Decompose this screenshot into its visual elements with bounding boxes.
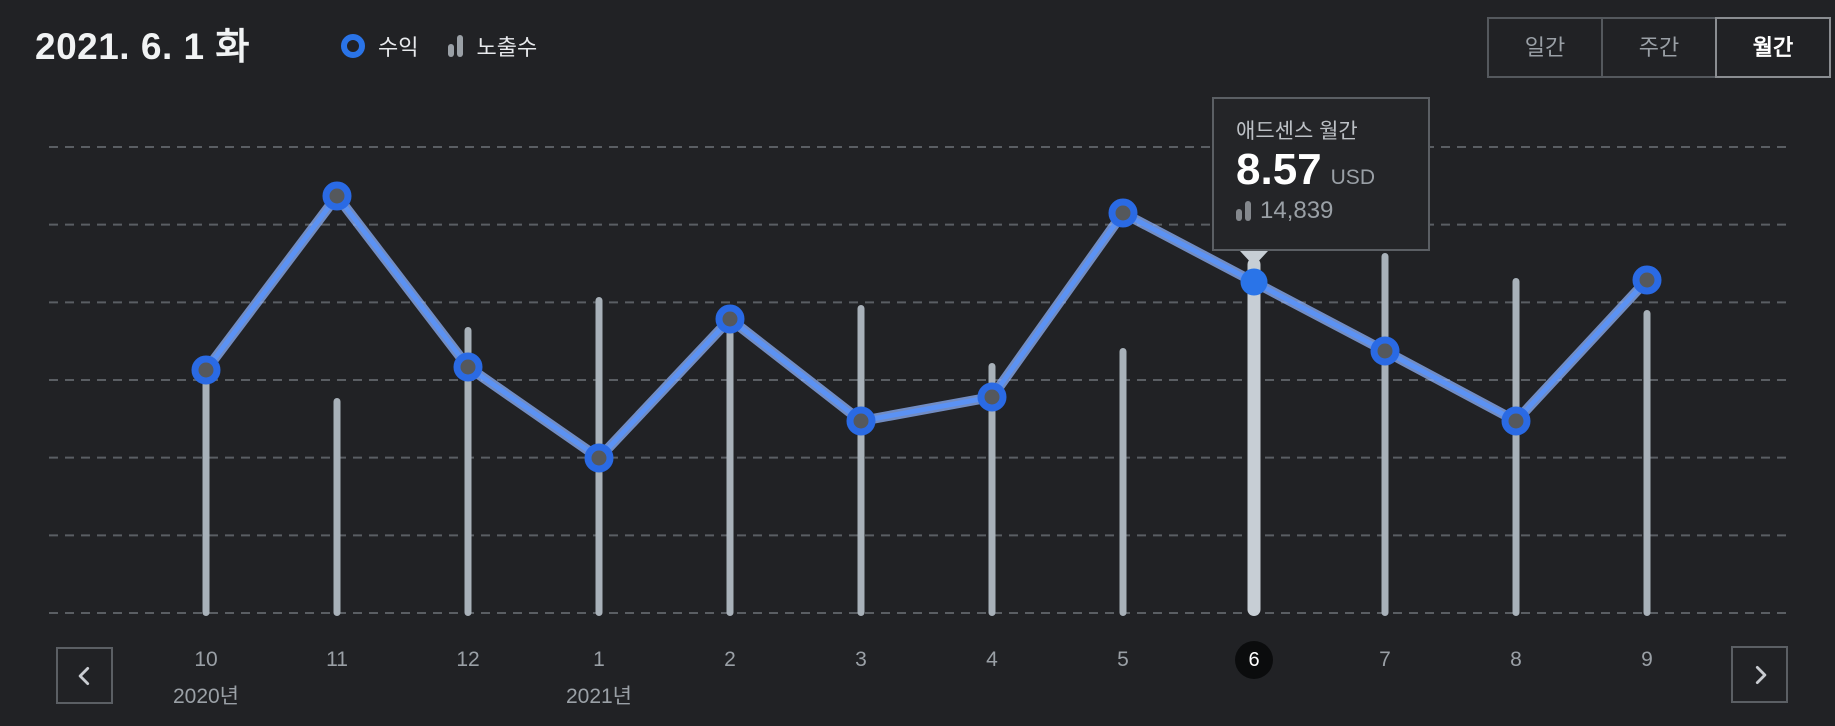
selected-month-badge[interactable]: 6	[1235, 641, 1273, 679]
x-label[interactable]: 1	[593, 648, 605, 671]
impressions-bars-icon	[1236, 200, 1251, 221]
tooltip-value-row: 8.57 USD	[1236, 146, 1428, 194]
chevron-left-icon	[78, 666, 89, 685]
impressions-bar-selected[interactable]	[1247, 258, 1261, 616]
tooltip-title: 애드센스 월간	[1236, 120, 1358, 143]
revenue-point-selected[interactable]	[1240, 268, 1268, 296]
revenue-point[interactable]	[453, 352, 483, 382]
revenue-line-halo	[201, 191, 1652, 463]
revenue-point[interactable]	[584, 443, 614, 473]
impressions-bar[interactable]	[1643, 310, 1651, 616]
revenue-point[interactable]	[1632, 265, 1662, 295]
x-label[interactable]: 10	[194, 648, 218, 671]
tooltip-revenue-value: 8.57	[1236, 145, 1322, 194]
revenue-point[interactable]	[1501, 406, 1531, 436]
revenue-point[interactable]	[322, 181, 352, 211]
tooltip-currency: USD	[1330, 166, 1375, 189]
next-period-button[interactable]	[1731, 646, 1788, 703]
x-label[interactable]: 12	[456, 648, 480, 671]
impressions-bar[interactable]	[1381, 253, 1389, 616]
year-label: 2020년	[172, 685, 240, 708]
tooltip-pointer	[1240, 251, 1268, 266]
x-label[interactable]: 9	[1641, 648, 1653, 671]
x-label[interactable]: 4	[986, 648, 998, 671]
tooltip-impressions-row: 14,839	[1236, 197, 1428, 225]
legend-item-impressions: 노출수	[448, 30, 537, 62]
x-label[interactable]: 7	[1379, 648, 1391, 671]
impressions-bar[interactable]	[202, 378, 210, 616]
tooltip-impressions-value: 14,839	[1260, 196, 1334, 224]
tab-monthly[interactable]: 월간	[1715, 17, 1831, 78]
x-label[interactable]: 5	[1117, 648, 1129, 671]
legend-impressions-label: 노출수	[476, 35, 538, 60]
impressions-bar[interactable]	[1119, 348, 1127, 616]
chevron-right-icon	[1755, 665, 1766, 684]
revenue-point[interactable]	[846, 406, 876, 436]
chart-legend: 수익 노출수	[341, 30, 537, 62]
revenue-line	[203, 193, 1650, 461]
prev-period-button[interactable]	[56, 647, 113, 704]
year-label: 2021년	[565, 685, 633, 708]
page-title: 2021. 6. 1 화	[35, 26, 250, 67]
impressions-bar[interactable]	[333, 398, 341, 616]
impressions-bar[interactable]	[1512, 278, 1520, 616]
revenue-ring-icon	[341, 34, 365, 58]
x-label[interactable]: 3	[855, 648, 867, 671]
impressions-bar[interactable]	[857, 305, 865, 616]
x-label[interactable]: 11	[326, 648, 348, 671]
revenue-point[interactable]	[977, 382, 1007, 412]
x-label[interactable]: 2	[724, 648, 736, 671]
tab-daily[interactable]: 일간	[1487, 17, 1603, 78]
legend-revenue-label: 수익	[378, 35, 419, 60]
revenue-point[interactable]	[191, 355, 221, 385]
impressions-bars-icon	[448, 35, 464, 57]
period-tabs: 일간 주간 월간	[1487, 17, 1831, 78]
tooltip: 애드센스 월간 8.57 USD 14,839	[1212, 97, 1430, 251]
impressions-bar[interactable]	[988, 363, 996, 616]
x-label[interactable]: 8	[1510, 648, 1522, 671]
revenue-point[interactable]	[715, 304, 745, 334]
revenue-point[interactable]	[1108, 198, 1138, 228]
legend-item-revenue: 수익	[341, 30, 418, 62]
tab-weekly[interactable]: 주간	[1601, 17, 1717, 78]
impressions-bar[interactable]	[464, 327, 472, 616]
revenue-point[interactable]	[1370, 336, 1400, 366]
x-label-selected[interactable]: 6	[1216, 641, 1292, 679]
impressions-bar[interactable]	[726, 320, 734, 616]
